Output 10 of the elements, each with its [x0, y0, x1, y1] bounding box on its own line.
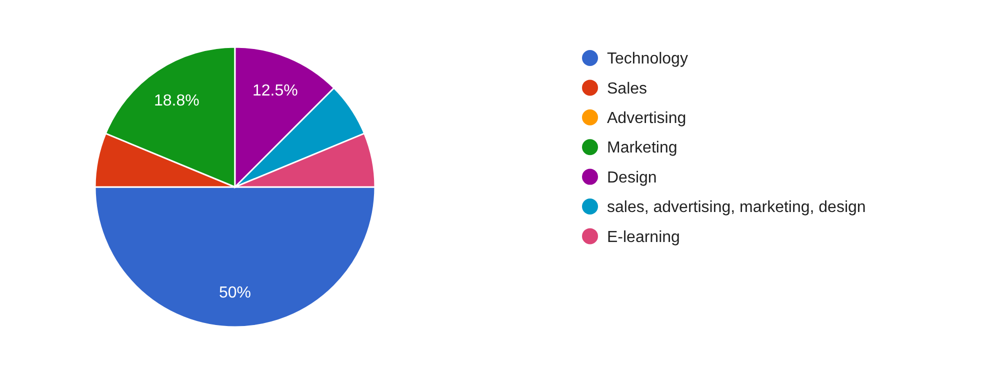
legend-label: Marketing: [607, 140, 678, 157]
data-label: 12.5%: [252, 82, 298, 100]
legend-label: Technology: [607, 50, 688, 68]
legend-label: Sales: [607, 80, 648, 98]
legend-label: E-learning: [607, 228, 680, 246]
data-label: 18.8%: [154, 92, 200, 110]
legend-label: Advertising: [607, 110, 686, 127]
legend-label: sales, advertising, marketing, design: [607, 199, 866, 216]
data-label: 50%: [218, 284, 252, 302]
legend-label: Design: [607, 169, 657, 186]
